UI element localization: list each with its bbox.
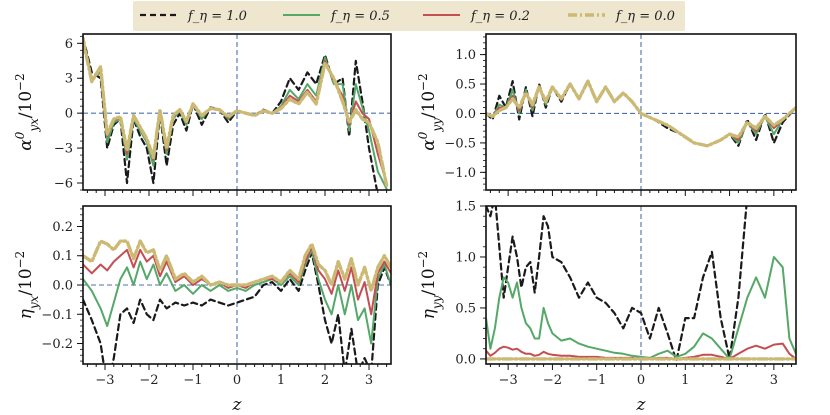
y-axis-title: ηyy/10−2 [416, 251, 444, 320]
x-axis-title: z [232, 395, 243, 415]
panel-alpha-yy: −1.0 −0.5 0.0 0.5 1.0 α0yy/10−2 [416, 33, 797, 196]
plot-frame [485, 205, 797, 365]
series-line-f-0-5 [486, 256, 796, 360]
y-tick-label: 0.5 [455, 78, 476, 93]
x-tick-label: 1 [681, 373, 689, 388]
x-tick-label: −3 [499, 373, 518, 388]
y-tick-label: 0.2 [52, 220, 73, 235]
series-line-f-1-0 [486, 206, 748, 362]
y-tick-label: −0.1 [41, 308, 73, 323]
y-tick-label: −1.0 [444, 166, 476, 181]
y-tick-label: 0 [65, 107, 73, 122]
x-tick-label: −2 [139, 373, 158, 388]
y-tick-label: 1.5 [455, 200, 476, 215]
x-tick-label: −3 [95, 373, 114, 388]
y-tick-label: −0.2 [41, 337, 73, 352]
x-tick-label: −1 [183, 373, 202, 388]
x-axis-title: z [636, 395, 647, 415]
y-tick-label: −6 [54, 177, 73, 192]
x-tick-label: 0 [637, 373, 645, 388]
panel-eta-yx: −3 −2 −1 0 1 2 3 −0.2 −0.1 0.0 0.1 0.2 ηyx/10−2 z [13, 205, 392, 415]
y-tick-label: −3 [54, 142, 73, 157]
legend: f_η = 1.0 f_η = 0.5 f_η = 0.2 f_η = 0.0 [133, 1, 685, 31]
series-line-f-0-0 [83, 38, 389, 188]
panel-eta-yy: −3 −2 −1 0 1 2 3 0.0 0.5 1.0 1.5 ηyy/10−2 z [416, 200, 797, 415]
legend-label: f_η = 0.2 [470, 9, 530, 24]
series-line-f-0-5 [83, 248, 391, 345]
y-tick-label: 0.0 [455, 107, 476, 122]
y-axis-title: α0yx/10−2 [13, 73, 41, 150]
legend-label: f_η = 0.0 [615, 9, 675, 24]
y-axis-title: ηyx/10−2 [13, 251, 41, 320]
x-tick-label: −1 [587, 373, 606, 388]
legend-label: f_η = 1.0 [187, 9, 247, 24]
legend-label: f_η = 0.5 [330, 9, 390, 24]
panel-alpha-yx: −6 −3 0 3 6 α0yx/10−2 [13, 33, 392, 196]
x-tick-label: 0 [233, 373, 241, 388]
x-tick-label: 1 [277, 373, 285, 388]
y-tick-label: 1.0 [455, 250, 476, 265]
y-tick-label: 1.0 [455, 48, 476, 63]
legend-box [133, 1, 685, 31]
series-line-f-0-2 [83, 246, 391, 316]
x-tick-label: 2 [725, 373, 733, 388]
y-tick-label: 6 [65, 37, 73, 52]
y-tick-label: 3 [65, 72, 73, 87]
y-tick-label: 0.0 [455, 352, 476, 367]
y-tick-label: 0.0 [52, 279, 73, 294]
x-tick-label: −2 [543, 373, 562, 388]
series-line-f-0-0 [83, 239, 391, 293]
x-tick-label: 2 [321, 373, 329, 388]
y-tick-label: −0.5 [444, 136, 476, 151]
series-line-f-0-0 [486, 79, 796, 148]
y-tick-label: 0.1 [52, 249, 73, 264]
x-tick-label: 3 [365, 373, 373, 388]
y-tick-label: 0.5 [455, 301, 476, 316]
y-axis-title: α0yy/10−2 [416, 73, 444, 150]
series-line-f-1-0 [83, 251, 391, 364]
series-line-f-1-0 [83, 36, 379, 190]
x-tick-label: 3 [770, 373, 778, 388]
